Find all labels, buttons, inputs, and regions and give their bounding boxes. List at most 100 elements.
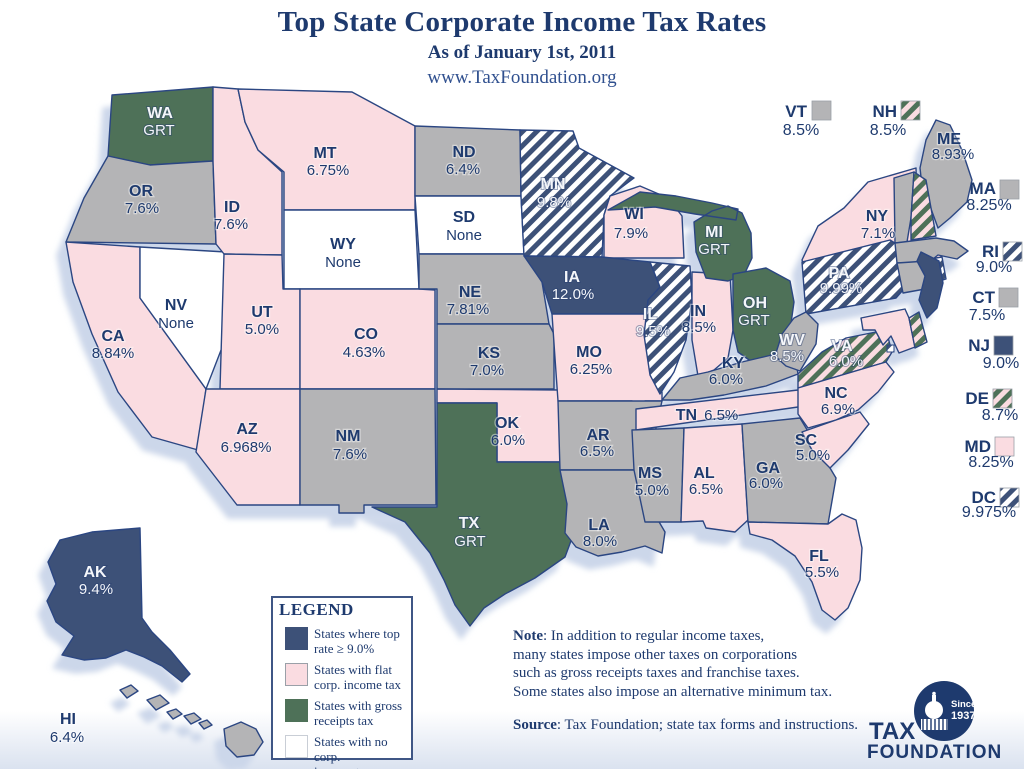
state-abbr-nv: NV (165, 297, 188, 314)
state-abbr-ks: KS (478, 345, 501, 362)
legend-label: States with flat (314, 662, 392, 677)
page-subtitle: As of January 1st, 2011 (427, 42, 617, 63)
state-label-nd: ND 6.4% (446, 144, 480, 178)
state-label-or: OR 7.6% (125, 183, 159, 217)
state-label-mi: MI GRT (698, 224, 729, 258)
state-abbr-sc: SC (795, 432, 818, 449)
callout-value-ma: 8.25% (966, 197, 1011, 214)
state-value-ms: 5.0% (635, 482, 669, 499)
callout-value-ri: 9.0% (976, 259, 1012, 276)
state-label-mo: MO 6.25% (570, 344, 613, 378)
source-url: www.TaxFoundation.org (427, 67, 617, 88)
state-label-tn: TN 6.5% (676, 407, 739, 424)
state-abbr-wy: WY (330, 236, 356, 253)
callout-abbr-ma: MA (970, 179, 996, 198)
state-abbr-mi: MI (705, 224, 723, 241)
callout-swatch-ma (999, 179, 1020, 200)
state-label-me: ME 8.93% (932, 131, 975, 163)
state-value-ks: 7.0% (470, 362, 504, 379)
legend-label: receipts tax (314, 713, 374, 728)
title-block: Top State Corporate Income Tax Rates As … (10, 6, 1024, 89)
state-label-il: IL 9.5% (636, 306, 670, 340)
page-title: Top State Corporate Income Tax Rates (277, 6, 767, 38)
state-label-sc: SC 5.0% (795, 432, 830, 464)
state-label-ia: IA 12.0% (552, 269, 595, 303)
state-label-ga: GA 6.0% (749, 460, 783, 492)
callout-ri: RI9.0% (976, 241, 1023, 276)
state-abbr-nd: ND (452, 144, 475, 161)
state-label-mt: MT 6.75% (307, 145, 350, 179)
callout-value-vt: 8.5% (783, 122, 819, 139)
note-label: Note (513, 628, 543, 644)
state-label-ca: CA 8.84% (92, 328, 135, 362)
legend-label: States where top (314, 626, 400, 641)
state-abbr-il: IL (643, 306, 657, 323)
state-abbr-oh: OH (743, 295, 767, 312)
state-label-ok: OK 6.0% (491, 415, 525, 449)
callout-value-md: 8.25% (968, 454, 1013, 471)
legend-swatch-white (285, 735, 308, 758)
tax-foundation-logo: Since 1937 TAX FOUNDATION (863, 676, 1021, 768)
callout-value-dc: 9.975% (962, 504, 1016, 521)
state-abbr-ca: CA (101, 328, 125, 345)
callout-abbr-nj: NJ (968, 336, 990, 355)
state-value-az: 6.968% (221, 439, 272, 456)
state-value-wy: None (325, 254, 361, 271)
state-abbr-wa: WA (147, 105, 173, 122)
logo-word-tax: TAX (869, 718, 916, 745)
callout-ct: CT7.5% (969, 287, 1019, 324)
callout-value-ct: 7.5% (969, 307, 1005, 324)
state-abbr-al: AL (693, 465, 715, 482)
state-label-sd: SD None (446, 209, 482, 244)
logo-since-line1: Since (951, 699, 975, 710)
state-value-nm: 7.6% (333, 446, 367, 463)
state-value-ia: 12.0% (552, 286, 595, 303)
state-label-nc: NC 6.9% (821, 385, 855, 418)
state-value-al: 6.5% (689, 481, 723, 498)
state-value-ca: 8.84% (92, 345, 135, 362)
state-label-la: LA 8.0% (583, 517, 617, 550)
callout-dc: DC9.975% (962, 487, 1020, 521)
legend-label: States with no corp. (314, 734, 388, 764)
state-value-wv: 8.5% (770, 348, 804, 365)
callout-nj: NJ9.0% (968, 335, 1019, 372)
state-abbr-ga: GA (756, 460, 780, 477)
state-value-ak: 9.4% (79, 581, 113, 598)
state-label-ar: AR 6.5% (580, 427, 614, 460)
callout-swatch-ct (998, 287, 1019, 308)
state-value-nc: 6.9% (821, 401, 855, 418)
callout-value-de: 8.7% (982, 407, 1018, 424)
state-value-id: 7.6% (214, 216, 248, 233)
state-abbr-me: ME (937, 131, 961, 148)
callout-value-nh: 8.5% (870, 122, 906, 139)
callout-ma: MA8.25% (966, 179, 1020, 214)
state-label-hi: HI 6.4% (50, 711, 84, 746)
state-label-va: VA 6.0% (829, 338, 863, 370)
callout-vt: VT8.5% (783, 100, 832, 139)
state-abbr-fl: FL (809, 548, 829, 565)
callout-md: MD8.25% (965, 436, 1015, 471)
state-abbr-ut: UT (251, 304, 273, 321)
state-value-la: 8.0% (583, 533, 617, 550)
state-label-fl: FL 5.5% (805, 548, 839, 581)
state-label-wa: WA GRT (143, 105, 174, 139)
legend-swatch-green (285, 699, 308, 722)
state-abbr-la: LA (588, 517, 610, 534)
state-abbr-wv: WV (779, 332, 805, 349)
state-label-ut: UT 5.0% (245, 304, 279, 338)
legend-swatch-blue (285, 627, 308, 650)
state-value-tx: GRT (454, 533, 485, 550)
callout-de: DE8.7% (965, 388, 1018, 424)
callout-abbr-nh: NH (872, 102, 897, 121)
state-label-mn: MN 9.8% (537, 176, 571, 211)
logo-seal: Since 1937 (914, 681, 975, 741)
state-value-mo: 6.25% (570, 361, 613, 378)
state-label-al: AL 6.5% (689, 465, 723, 498)
state-value-mn: 9.8% (537, 194, 571, 211)
state-value-mt: 6.75% (307, 162, 350, 179)
legend-label: States with gross (314, 698, 403, 713)
state-abbr-pa: PA (828, 265, 849, 282)
callout-swatch-dc (999, 487, 1020, 508)
